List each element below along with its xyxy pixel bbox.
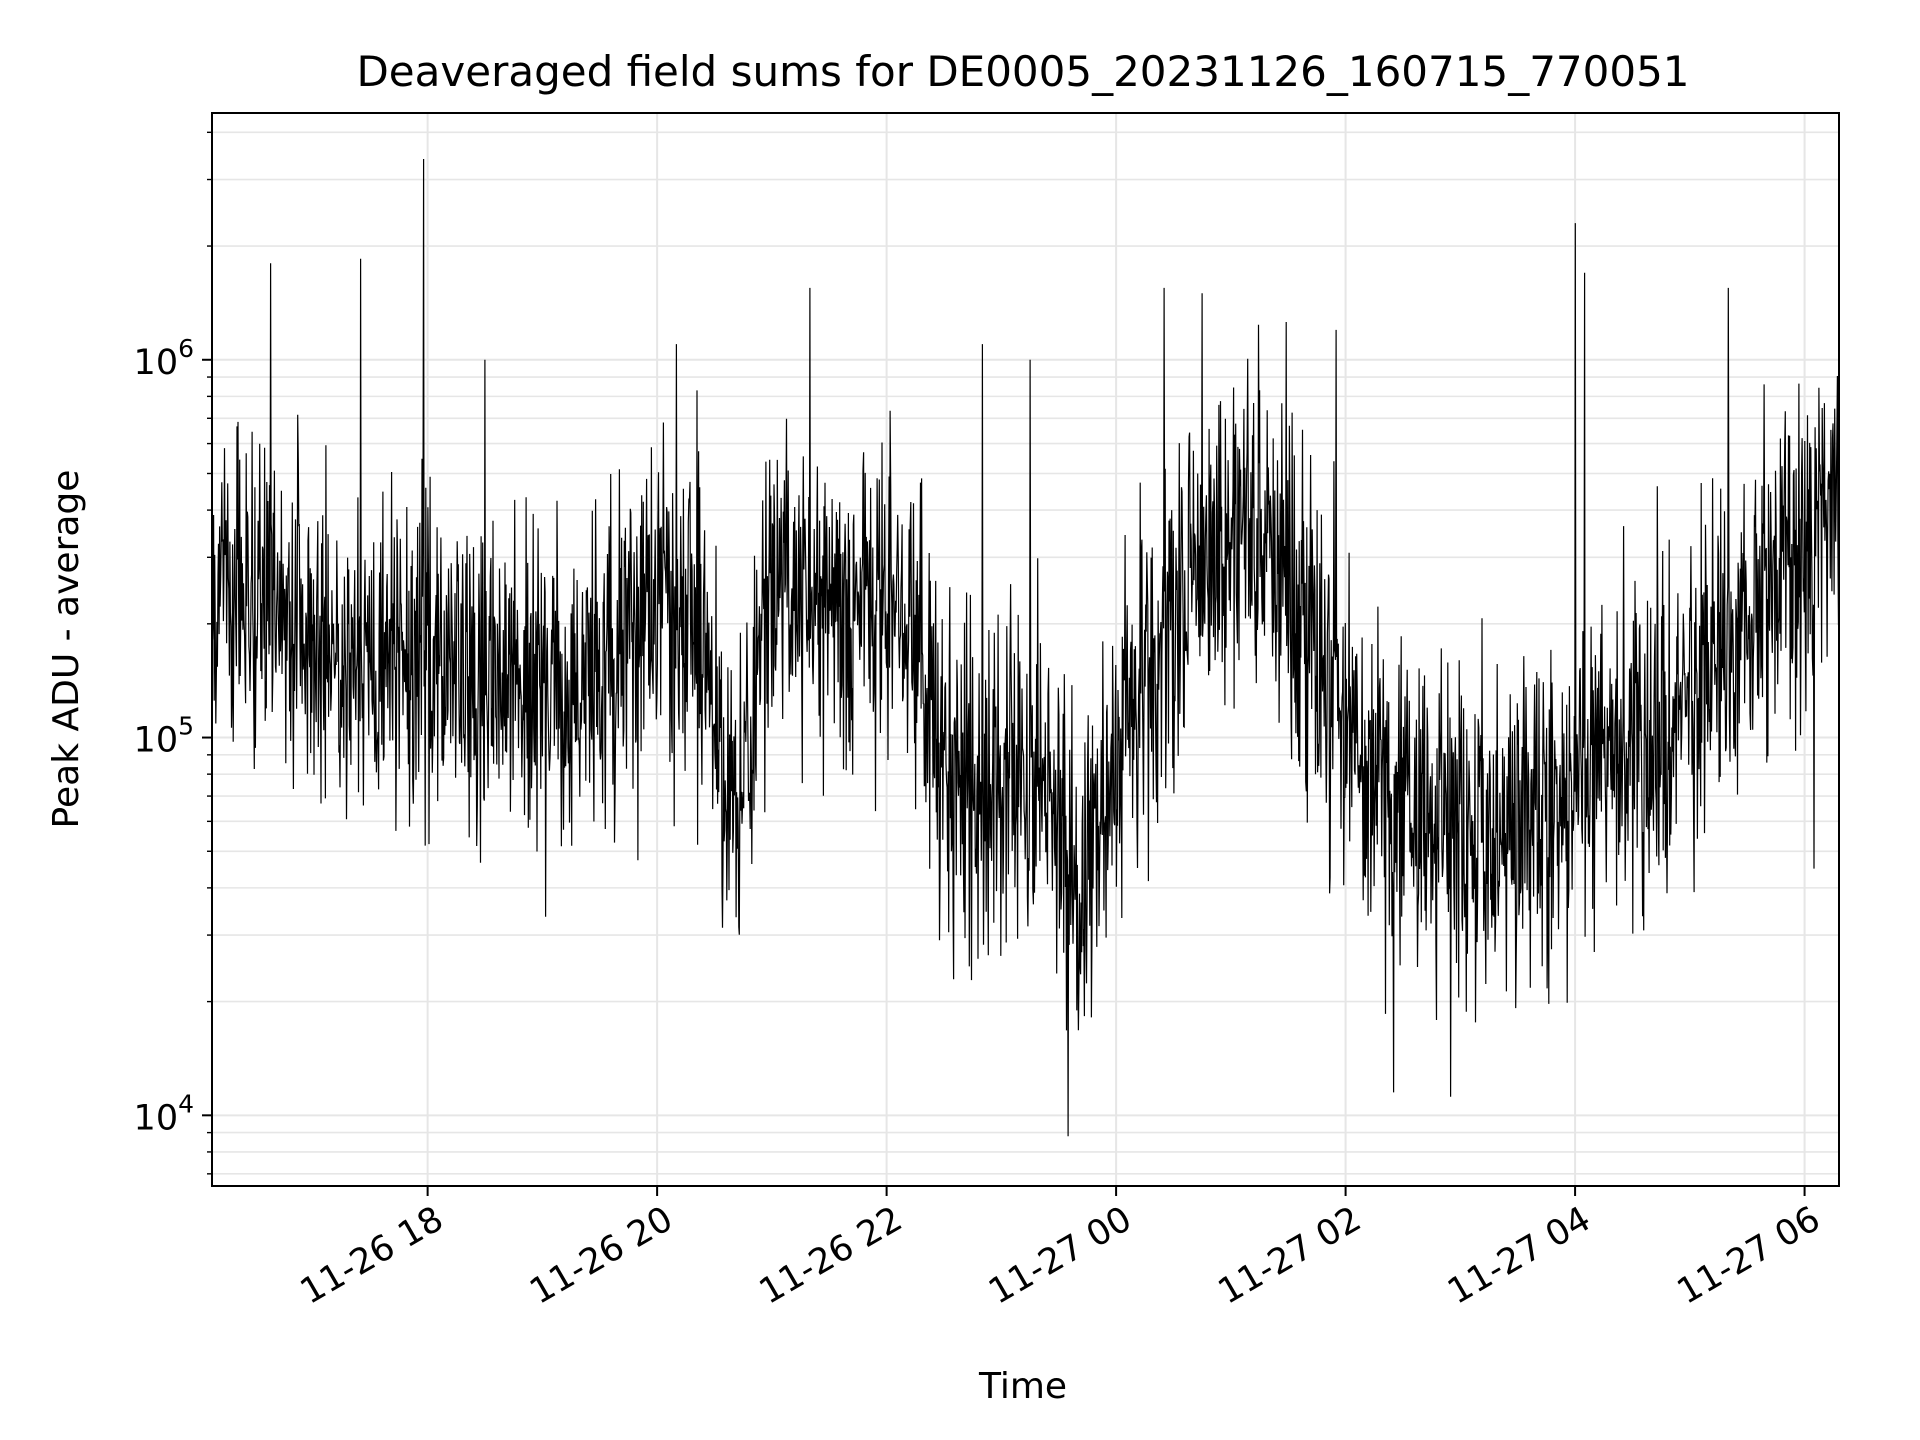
series-line	[211, 158, 1840, 1137]
y-tick-base: 10	[134, 343, 179, 383]
y-tick-base: 10	[134, 1098, 179, 1138]
y-tick-exponent: 4	[178, 1089, 194, 1118]
y-axis-label: Peak ADU - average	[46, 470, 87, 829]
plot-frame	[211, 112, 1840, 1187]
y-tick-exponent: 6	[178, 334, 194, 363]
series-path	[211, 158, 1840, 1137]
y-tick-exponent: 5	[178, 712, 194, 741]
y-tick-label: 104	[134, 1089, 194, 1138]
y-tick-label: 106	[134, 334, 194, 383]
x-axis-label: Time	[978, 1366, 1067, 1407]
y-tick-base: 10	[134, 721, 179, 761]
chart-title: Deaveraged field sums for DE0005_2023112…	[356, 47, 1689, 96]
y-tick-label: 105	[134, 712, 194, 761]
